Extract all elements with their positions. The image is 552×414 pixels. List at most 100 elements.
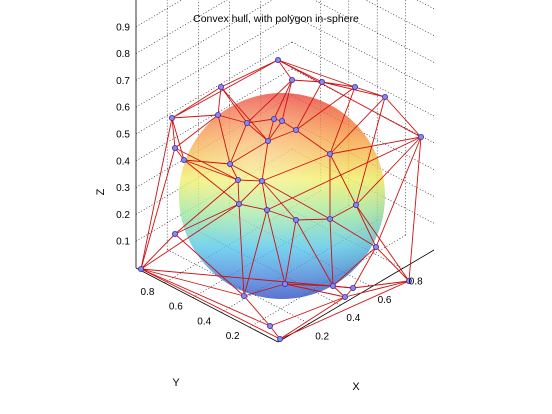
hull-edge (375, 136, 422, 248)
hull-edge (140, 233, 176, 270)
y-tick-label: 0.6 (169, 302, 183, 313)
hull-vertex (318, 79, 325, 86)
hull-vertex (263, 206, 270, 213)
hull-edge (329, 218, 334, 287)
hull-edge (355, 204, 377, 248)
hull-vertex (278, 118, 285, 125)
hull-edge (352, 280, 410, 289)
hull-vertex (168, 115, 175, 122)
hull-vertex (274, 57, 281, 64)
hull-vertex (214, 112, 221, 119)
hull-edge (243, 209, 268, 297)
hull-vertex (258, 177, 265, 184)
grid-line (135, 41, 293, 135)
hull-edge (344, 280, 410, 298)
hull-vertex (266, 322, 273, 329)
hull-vertex (326, 215, 333, 222)
hull-edge (171, 117, 185, 161)
hull-edge (261, 180, 331, 220)
z-tick-label: 0.7 (116, 76, 130, 87)
hull-edge (171, 86, 222, 119)
y-axis-ticks: 0.2 0.4 0.6 0.8 (140, 283, 240, 342)
hull-edge (329, 96, 386, 155)
hull-edge (174, 179, 239, 235)
hull-edge (246, 79, 293, 124)
hull-vertex (417, 133, 424, 140)
hull-edge (284, 283, 334, 287)
hull-edge (140, 268, 354, 289)
hull-edge (140, 268, 271, 327)
y-tick-mark (160, 283, 164, 285)
hull-edge (267, 129, 297, 142)
hull-edge (329, 86, 356, 155)
hull-edge (174, 203, 240, 235)
grid-line (135, 0, 273, 81)
hull-edge (237, 179, 263, 182)
hull-edge (140, 203, 240, 270)
hull-edge (171, 117, 176, 149)
hull-edge (243, 295, 271, 327)
hull-edge (261, 180, 268, 211)
y-axis-line (135, 267, 279, 343)
hull-vertex (381, 94, 388, 101)
hull-vertex (351, 84, 358, 91)
hull-edge (284, 283, 346, 298)
z-tick-label: 0.6 (116, 103, 130, 114)
hull-edge (217, 114, 248, 124)
y-axis-label: Y (172, 377, 180, 389)
hull-edge (277, 59, 422, 138)
hull-vertex (292, 216, 299, 223)
hull-edge (375, 246, 410, 282)
hull-edge (140, 147, 176, 270)
x-tick-mark (403, 268, 407, 270)
grid-line (416, 0, 435, 10)
hull-vertex (352, 201, 359, 208)
hull-vertex (171, 230, 178, 237)
hull-edge (266, 209, 286, 285)
hull-edge (279, 296, 346, 340)
hull-edge (237, 179, 240, 205)
hull-edge (229, 163, 263, 182)
z-tick-label: 0.8 (116, 49, 130, 60)
hull-edge (217, 86, 222, 116)
hull-edge (321, 81, 356, 88)
hull-edge (295, 81, 323, 131)
hull-vertex (372, 243, 379, 250)
hull-vertex (270, 116, 277, 123)
hull-edge (332, 246, 377, 287)
x-tick-label: 0.4 (346, 313, 360, 324)
hull-edge (140, 117, 173, 270)
hull-vertex (281, 280, 288, 287)
hull-edge (171, 59, 279, 119)
z-tick-label: 0.1 (116, 237, 130, 248)
hull-edge (174, 114, 219, 149)
hull-edge (355, 204, 410, 282)
z-tick-label: 0.2 (116, 210, 130, 221)
hull-vertex (217, 84, 224, 91)
hull-edge (266, 136, 422, 211)
x-axis-line (277, 249, 435, 343)
hull-vertex (276, 335, 283, 342)
hull-edge (229, 122, 248, 165)
grid-line (135, 68, 293, 162)
hull-vertex (240, 292, 247, 299)
hull-edge (284, 219, 297, 285)
x-tick-label: 0.8 (409, 276, 423, 287)
hull-vertex (405, 277, 412, 284)
grid-line (135, 14, 293, 108)
hull-edge (295, 86, 356, 131)
z-tick-label: 0.3 (116, 183, 130, 194)
hull-edge (329, 136, 422, 155)
hull-edge (355, 136, 422, 206)
hull-edge (295, 218, 331, 221)
hull-vertex (137, 265, 144, 272)
hull-edge (171, 114, 219, 119)
hull-edge (267, 118, 275, 142)
hull-edge (229, 140, 269, 165)
hull-edge (329, 218, 377, 248)
hull-edge (238, 180, 263, 205)
hull-vertices (137, 57, 424, 342)
hull-edge (329, 204, 357, 220)
hull-edge (291, 79, 323, 83)
